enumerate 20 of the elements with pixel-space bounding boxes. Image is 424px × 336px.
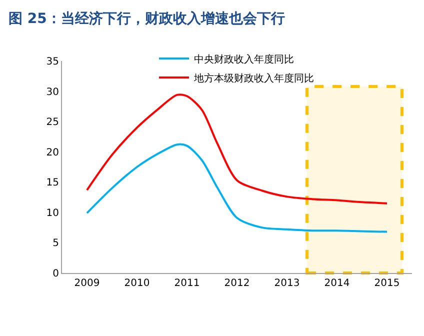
y-tick-label: 0 <box>52 268 59 280</box>
x-tick-label: 2014 <box>324 278 350 289</box>
chart-title: 图 25：当经济下行，财政收入增速也会下行 <box>8 10 285 28</box>
y-tick-label: 10 <box>46 208 59 219</box>
y-tick-label: 30 <box>46 86 59 98</box>
line-series <box>86 94 388 204</box>
legend-label: 中央财政收入年度同比 <box>194 53 294 66</box>
y-tick-label: 5 <box>52 238 59 250</box>
legend-label: 地方本级财政收入年度同比 <box>193 72 314 84</box>
y-tick-label: 25 <box>46 117 59 128</box>
y-tick-label: 35 <box>46 56 59 68</box>
line-series <box>86 143 388 233</box>
x-tick-label: 2013 <box>274 278 300 289</box>
x-tick-label: 2015 <box>374 278 400 289</box>
y-tick-label: 15 <box>46 178 59 189</box>
x-tick-label: 2010 <box>124 278 150 289</box>
x-tick-label: 2011 <box>174 278 200 289</box>
x-tick-label: 2009 <box>74 278 100 289</box>
x-tick-label: 2012 <box>224 278 250 289</box>
y-tick-label: 20 <box>46 147 59 158</box>
